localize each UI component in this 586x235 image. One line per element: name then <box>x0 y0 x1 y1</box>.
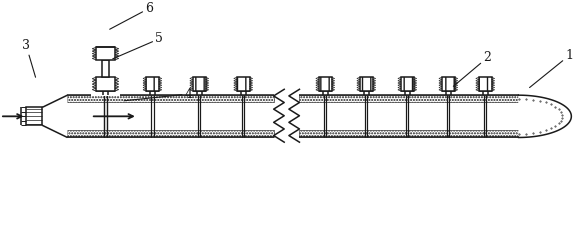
Wedge shape <box>519 95 571 137</box>
Bar <box>67 130 274 137</box>
Text: 3: 3 <box>22 39 36 77</box>
Text: 6: 6 <box>110 2 154 29</box>
Bar <box>146 77 159 91</box>
Bar <box>237 77 250 91</box>
Bar <box>96 77 115 91</box>
Text: 2: 2 <box>454 51 491 86</box>
Bar <box>91 20 120 96</box>
Bar <box>401 77 414 91</box>
Bar <box>102 60 109 77</box>
Bar <box>26 107 42 125</box>
Text: 4: 4 <box>124 87 193 101</box>
Polygon shape <box>42 95 67 137</box>
Text: 5: 5 <box>113 32 163 59</box>
Text: 1: 1 <box>530 49 574 88</box>
Bar <box>67 95 571 137</box>
Bar <box>360 77 373 91</box>
Bar <box>99 77 112 91</box>
Bar <box>193 77 206 91</box>
Bar <box>479 77 492 91</box>
Bar <box>279 88 294 143</box>
Bar <box>299 130 519 137</box>
Bar <box>96 47 115 60</box>
Bar <box>67 95 274 102</box>
Bar <box>299 95 519 102</box>
Bar <box>442 77 455 91</box>
Bar <box>319 77 332 91</box>
